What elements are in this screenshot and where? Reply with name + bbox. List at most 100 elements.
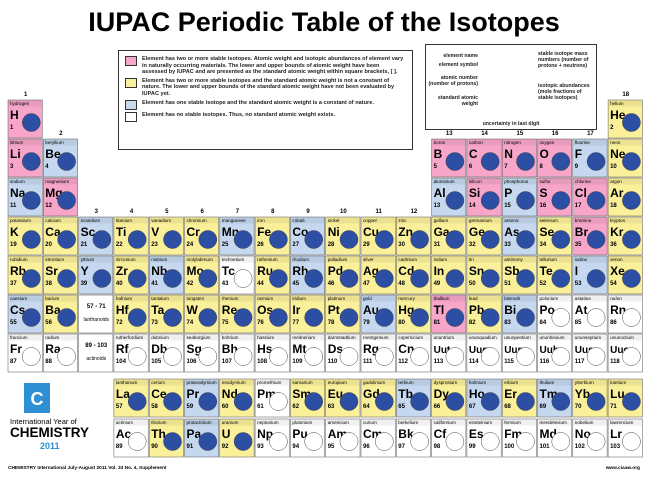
group-number: 3 (95, 209, 99, 215)
group-number: 11 (375, 209, 382, 215)
atomic-number: 47 (363, 281, 370, 287)
name-strip (502, 139, 536, 146)
atomic-number: 118 (610, 359, 620, 365)
isotope-pie (586, 269, 606, 288)
element-symbol: Ag (363, 264, 379, 278)
element-name: thallium (434, 296, 450, 301)
element-name: nitrogen (504, 140, 521, 145)
element-symbol: Uut (434, 345, 451, 356)
isotope-pie (57, 269, 76, 288)
atomic-number: 48 (398, 281, 405, 287)
isotope-pie (233, 308, 253, 327)
isotope-pie (269, 347, 288, 366)
name-strip (573, 295, 607, 302)
element-name: gadolinium (363, 380, 385, 385)
element-name: darmstadtium (328, 335, 356, 340)
isotope-pie (622, 347, 641, 366)
element-name: rubidium (10, 257, 28, 262)
legend-text: Element has one stable isotope and the s… (142, 99, 374, 106)
isotope-pie (233, 230, 253, 249)
atomic-number: 56 (45, 320, 52, 326)
element-name: rhenium (222, 296, 239, 301)
element-cell (78, 294, 114, 334)
element-symbol: O (540, 147, 549, 161)
name-strip (608, 256, 642, 263)
element-symbol: Ar (610, 186, 624, 200)
element-name: tin (469, 257, 474, 262)
element-symbol: Pb (469, 303, 484, 317)
isotope-pie (480, 191, 500, 210)
atomic-number: 51 (504, 281, 511, 287)
isotope-pie (445, 392, 465, 411)
element-symbol: Tc (222, 264, 235, 278)
key-label: element name (443, 53, 478, 59)
name-strip (361, 217, 395, 224)
element-symbol: Sb (504, 264, 519, 278)
legend-swatch (125, 111, 137, 122)
atomic-number: 112 (398, 359, 408, 365)
element-name: phosphorus (504, 179, 529, 184)
isotope-pie (480, 230, 500, 249)
element-name: meitnerium (292, 335, 315, 340)
atomic-number: 64 (363, 404, 370, 410)
isotope-pie (269, 432, 288, 451)
name-strip (467, 217, 501, 224)
atomic-number: 12 (45, 203, 52, 209)
element-name: iridium (292, 296, 306, 301)
element-symbol: C (469, 147, 478, 161)
atomic-number: 61 (257, 404, 264, 410)
name-strip (290, 256, 325, 263)
name-strip (538, 379, 572, 386)
element-symbol: No (575, 427, 591, 441)
element-name: osmium (257, 296, 273, 301)
isotope-pie (22, 191, 41, 210)
element-name: iodine (575, 257, 588, 262)
name-strip (8, 256, 42, 263)
element-name: lead (469, 296, 478, 301)
element-name: manganese (222, 218, 246, 223)
element-symbol: Db (151, 342, 167, 356)
element-symbol: Cl (575, 186, 587, 200)
isotope-pie (22, 308, 41, 327)
atomic-number: 88 (45, 359, 52, 365)
isotope-pie (516, 191, 535, 210)
element-symbol: Co (292, 225, 308, 239)
name-strip (185, 419, 219, 426)
name-strip (43, 295, 78, 302)
element-symbol: Bh (222, 342, 238, 356)
element-name: plutonium (292, 420, 312, 425)
element-name: europium (328, 380, 347, 385)
element-symbol: Ho (469, 387, 485, 401)
atomic-number: 106 (187, 359, 198, 365)
element-name: germanium (469, 218, 492, 223)
element-name: einsteinium (469, 420, 492, 425)
atomic-number: 44 (257, 281, 264, 287)
element-name: chlorine (575, 179, 592, 184)
element-symbol: U (222, 427, 231, 441)
name-strip (8, 139, 42, 146)
atomic-number: 42 (187, 281, 194, 287)
name-strip (538, 334, 572, 341)
isotope-pie (304, 392, 323, 411)
isotope-pie (92, 269, 112, 288)
group-number: 17 (587, 131, 594, 137)
isotope-pie (586, 230, 606, 249)
isotope-pie (410, 432, 429, 451)
name-strip (608, 100, 642, 107)
element-name: argon (610, 179, 622, 184)
element-symbol: Ce (151, 387, 167, 401)
isotope-pie (586, 392, 606, 411)
element-name: lutetium (610, 380, 626, 385)
name-strip (185, 217, 219, 224)
isotope-pie (622, 152, 641, 171)
element-symbol: Ne (610, 147, 626, 161)
atomic-number: 33 (504, 242, 511, 248)
element-name: holmium (469, 380, 487, 385)
element-symbol: Y (81, 264, 89, 278)
name-strip (432, 217, 466, 224)
isotope-pie (516, 392, 535, 411)
footer-left: CHEMISTRY International July-August 2011… (8, 465, 167, 471)
isotope-pie (127, 347, 147, 366)
atomic-number: 17 (575, 203, 582, 209)
